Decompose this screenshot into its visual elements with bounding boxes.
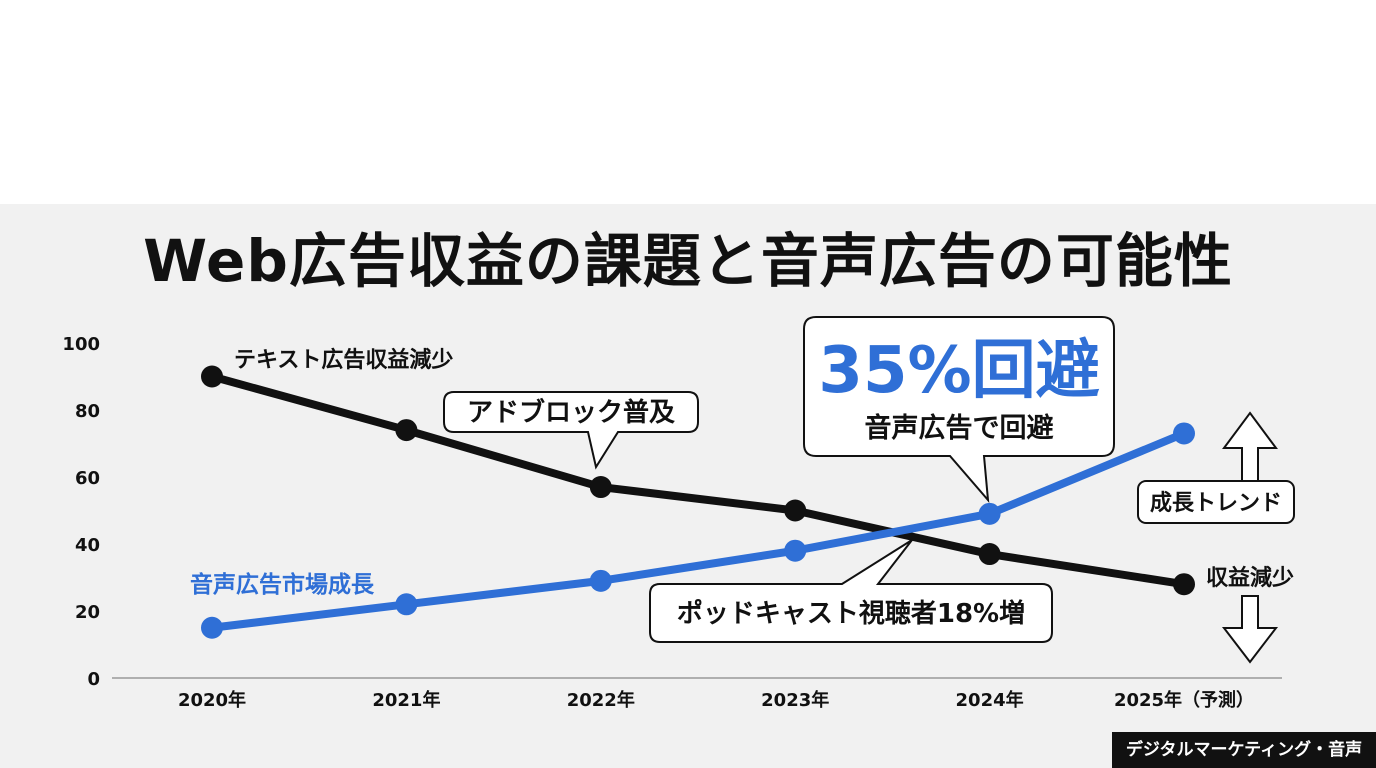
- callout-podcast-text: ポッドキャスト視聴者18%増: [677, 598, 1025, 629]
- series-lines: [208, 372, 1188, 632]
- callout-adblock-text: アドブロック普及: [467, 397, 675, 428]
- series-points: [201, 365, 1195, 639]
- x-tick-5: 2025年（予測）: [1114, 689, 1254, 711]
- x-axis-ticks: 2020年 2021年 2022年 2023年 2024年 2025年（予測）: [178, 689, 1254, 711]
- x-tick-0: 2020年: [178, 689, 246, 711]
- series-0-point-0: [201, 365, 223, 388]
- series-line-0: [208, 372, 1188, 589]
- avoid-subtext: 音声広告で回避: [865, 412, 1054, 444]
- y-tick-40: 40: [75, 535, 100, 556]
- series-1-point-1: [395, 593, 418, 616]
- x-tick-1: 2021年: [372, 689, 440, 711]
- series-1-point-5: [1173, 422, 1195, 445]
- callout-podcast-box: [649, 539, 1053, 643]
- growth-trend-rect: [1137, 480, 1295, 524]
- annotation-revenue-decline: 収益減少: [1206, 565, 1294, 591]
- series-0-point-3: [784, 499, 807, 522]
- callout-avoid: 35%回避 音声広告で回避: [803, 316, 1115, 504]
- series-1-point-2: [589, 569, 612, 592]
- growth-trend-box: 成長トレンド: [1137, 480, 1295, 524]
- series-0-point-5: [1173, 573, 1195, 596]
- series-1-point-3: [784, 539, 807, 562]
- annotation-audio-market-growth: 音声広告市場成長: [190, 571, 375, 598]
- footer-badge: デジタルマーケティング・音声: [1112, 732, 1376, 768]
- x-tick-3: 2023年: [761, 689, 829, 711]
- callout-adblock-box: [443, 391, 699, 470]
- y-axis-ticks: 0 20 40 60 80 100: [62, 334, 100, 690]
- x-tick-4: 2024年: [956, 689, 1024, 711]
- series-line-1: [208, 429, 1188, 632]
- y-tick-80: 80: [75, 401, 100, 422]
- page-title: Web広告収益の課題と音声広告の可能性: [143, 227, 1233, 295]
- series-1-point-4: [978, 502, 1001, 525]
- y-tick-100: 100: [62, 334, 100, 355]
- arrow-down-icon: [1221, 595, 1279, 664]
- series-0-point-4: [978, 543, 1001, 566]
- y-tick-60: 60: [75, 468, 100, 489]
- callout-avoid-box: [803, 316, 1115, 504]
- series-0-point-1: [395, 419, 418, 442]
- arrow-up-icon: [1222, 411, 1278, 482]
- annotation-text-ad-decline: テキスト広告収益減少: [234, 347, 453, 373]
- callout-adblock: アドブロック普及: [443, 391, 699, 470]
- avoid-percent: 35%回避: [818, 334, 1099, 408]
- series-1-point-0: [201, 616, 223, 639]
- growth-trend-text: 成長トレンド: [1150, 491, 1282, 516]
- callout-podcast: ポッドキャスト視聴者18%増: [649, 539, 1053, 643]
- y-tick-0: 0: [87, 669, 100, 690]
- y-tick-20: 20: [75, 602, 100, 623]
- series-0-point-2: [589, 476, 612, 499]
- x-tick-2: 2022年: [567, 689, 635, 711]
